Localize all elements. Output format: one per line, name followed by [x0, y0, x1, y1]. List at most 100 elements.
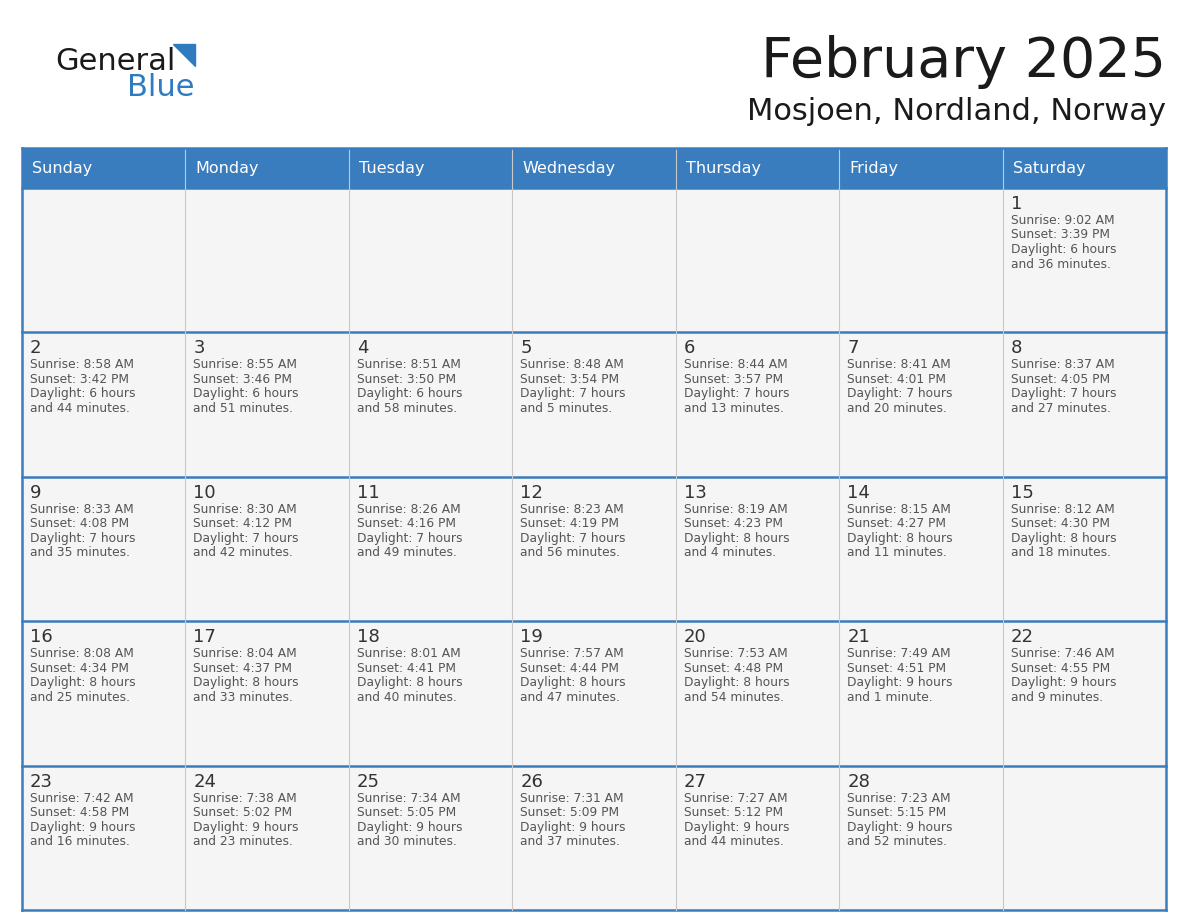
Text: Sunrise: 8:30 AM: Sunrise: 8:30 AM — [194, 503, 297, 516]
Text: 1: 1 — [1011, 195, 1022, 213]
Text: Sunrise: 8:55 AM: Sunrise: 8:55 AM — [194, 358, 297, 372]
Text: Daylight: 7 hours: Daylight: 7 hours — [847, 387, 953, 400]
Text: Sunrise: 8:23 AM: Sunrise: 8:23 AM — [520, 503, 624, 516]
Text: Daylight: 8 hours: Daylight: 8 hours — [684, 532, 789, 544]
Text: General: General — [55, 48, 176, 76]
Text: and 23 minutes.: and 23 minutes. — [194, 835, 293, 848]
Text: Sunset: 5:05 PM: Sunset: 5:05 PM — [356, 806, 456, 819]
Text: Daylight: 6 hours: Daylight: 6 hours — [194, 387, 299, 400]
Text: Daylight: 7 hours: Daylight: 7 hours — [30, 532, 135, 544]
Text: Sunset: 4:16 PM: Sunset: 4:16 PM — [356, 518, 456, 531]
Text: and 13 minutes.: and 13 minutes. — [684, 402, 784, 415]
Text: and 47 minutes.: and 47 minutes. — [520, 690, 620, 704]
Text: 21: 21 — [847, 628, 870, 646]
Text: 18: 18 — [356, 628, 380, 646]
Text: and 18 minutes.: and 18 minutes. — [1011, 546, 1111, 559]
Text: and 49 minutes.: and 49 minutes. — [356, 546, 456, 559]
Text: Sunset: 4:48 PM: Sunset: 4:48 PM — [684, 662, 783, 675]
Text: and 37 minutes.: and 37 minutes. — [520, 835, 620, 848]
Text: 2: 2 — [30, 340, 42, 357]
Text: 28: 28 — [847, 773, 870, 790]
Text: and 35 minutes.: and 35 minutes. — [30, 546, 129, 559]
Text: 14: 14 — [847, 484, 870, 502]
Text: Sunrise: 8:51 AM: Sunrise: 8:51 AM — [356, 358, 461, 372]
Text: and 20 minutes.: and 20 minutes. — [847, 402, 947, 415]
Text: Sunset: 4:44 PM: Sunset: 4:44 PM — [520, 662, 619, 675]
Text: February 2025: February 2025 — [762, 35, 1165, 89]
Text: Sunrise: 8:48 AM: Sunrise: 8:48 AM — [520, 358, 624, 372]
Text: Sunset: 4:51 PM: Sunset: 4:51 PM — [847, 662, 947, 675]
Text: 22: 22 — [1011, 628, 1034, 646]
Text: Sunset: 3:54 PM: Sunset: 3:54 PM — [520, 373, 619, 386]
Text: Sunrise: 7:31 AM: Sunrise: 7:31 AM — [520, 791, 624, 804]
Text: 11: 11 — [356, 484, 380, 502]
Text: Daylight: 9 hours: Daylight: 9 hours — [356, 821, 462, 834]
Text: Sunrise: 8:44 AM: Sunrise: 8:44 AM — [684, 358, 788, 372]
Text: Friday: Friday — [849, 161, 898, 175]
Text: Sunrise: 7:38 AM: Sunrise: 7:38 AM — [194, 791, 297, 804]
Text: Sunrise: 7:46 AM: Sunrise: 7:46 AM — [1011, 647, 1114, 660]
Text: Daylight: 8 hours: Daylight: 8 hours — [520, 677, 626, 689]
Text: Sunrise: 8:58 AM: Sunrise: 8:58 AM — [30, 358, 134, 372]
Text: Daylight: 7 hours: Daylight: 7 hours — [1011, 387, 1116, 400]
Text: and 40 minutes.: and 40 minutes. — [356, 690, 456, 704]
Text: and 42 minutes.: and 42 minutes. — [194, 546, 293, 559]
Text: 25: 25 — [356, 773, 380, 790]
Text: Daylight: 6 hours: Daylight: 6 hours — [30, 387, 135, 400]
Text: Sunset: 3:50 PM: Sunset: 3:50 PM — [356, 373, 456, 386]
Text: 13: 13 — [684, 484, 707, 502]
Text: 10: 10 — [194, 484, 216, 502]
Text: Sunset: 4:55 PM: Sunset: 4:55 PM — [1011, 662, 1110, 675]
Text: and 36 minutes.: and 36 minutes. — [1011, 258, 1111, 271]
Text: Sunrise: 7:27 AM: Sunrise: 7:27 AM — [684, 791, 788, 804]
Text: Sunrise: 8:26 AM: Sunrise: 8:26 AM — [356, 503, 461, 516]
Text: and 11 minutes.: and 11 minutes. — [847, 546, 947, 559]
Text: and 44 minutes.: and 44 minutes. — [30, 402, 129, 415]
Text: Daylight: 7 hours: Daylight: 7 hours — [520, 532, 626, 544]
Text: Daylight: 9 hours: Daylight: 9 hours — [194, 821, 299, 834]
Text: Sunrise: 7:23 AM: Sunrise: 7:23 AM — [847, 791, 950, 804]
Text: Daylight: 8 hours: Daylight: 8 hours — [847, 532, 953, 544]
Text: and 58 minutes.: and 58 minutes. — [356, 402, 457, 415]
Text: Sunset: 4:41 PM: Sunset: 4:41 PM — [356, 662, 456, 675]
Text: Daylight: 7 hours: Daylight: 7 hours — [356, 532, 462, 544]
Text: Sunrise: 8:01 AM: Sunrise: 8:01 AM — [356, 647, 461, 660]
Text: Sunrise: 8:37 AM: Sunrise: 8:37 AM — [1011, 358, 1114, 372]
Text: and 44 minutes.: and 44 minutes. — [684, 835, 784, 848]
Text: Sunrise: 7:57 AM: Sunrise: 7:57 AM — [520, 647, 624, 660]
Bar — [23, 476, 1165, 621]
Text: Daylight: 9 hours: Daylight: 9 hours — [30, 821, 135, 834]
Bar — [23, 766, 1165, 910]
Text: 23: 23 — [30, 773, 53, 790]
Text: Daylight: 7 hours: Daylight: 7 hours — [520, 387, 626, 400]
Text: Sunset: 4:27 PM: Sunset: 4:27 PM — [847, 518, 946, 531]
Text: Wednesday: Wednesday — [523, 161, 615, 175]
Text: Sunrise: 8:19 AM: Sunrise: 8:19 AM — [684, 503, 788, 516]
Text: and 33 minutes.: and 33 minutes. — [194, 690, 293, 704]
Text: Sunrise: 8:41 AM: Sunrise: 8:41 AM — [847, 358, 950, 372]
Text: Sunset: 4:58 PM: Sunset: 4:58 PM — [30, 806, 129, 819]
Text: Blue: Blue — [127, 73, 195, 103]
Text: Daylight: 9 hours: Daylight: 9 hours — [1011, 677, 1116, 689]
Text: 6: 6 — [684, 340, 695, 357]
Text: and 27 minutes.: and 27 minutes. — [1011, 402, 1111, 415]
Text: Sunset: 4:30 PM: Sunset: 4:30 PM — [1011, 518, 1110, 531]
Text: Daylight: 8 hours: Daylight: 8 hours — [356, 677, 462, 689]
Text: Sunday: Sunday — [32, 161, 93, 175]
Text: 24: 24 — [194, 773, 216, 790]
Text: Saturday: Saturday — [1012, 161, 1085, 175]
Text: and 52 minutes.: and 52 minutes. — [847, 835, 947, 848]
Text: 15: 15 — [1011, 484, 1034, 502]
Text: Daylight: 9 hours: Daylight: 9 hours — [847, 821, 953, 834]
Text: 26: 26 — [520, 773, 543, 790]
Polygon shape — [173, 44, 195, 66]
Text: Sunrise: 8:33 AM: Sunrise: 8:33 AM — [30, 503, 134, 516]
Text: Sunset: 3:42 PM: Sunset: 3:42 PM — [30, 373, 129, 386]
Text: Sunset: 3:57 PM: Sunset: 3:57 PM — [684, 373, 783, 386]
Text: 17: 17 — [194, 628, 216, 646]
Text: Daylight: 9 hours: Daylight: 9 hours — [847, 677, 953, 689]
Text: 8: 8 — [1011, 340, 1022, 357]
Text: and 30 minutes.: and 30 minutes. — [356, 835, 456, 848]
Text: and 16 minutes.: and 16 minutes. — [30, 835, 129, 848]
Text: Daylight: 7 hours: Daylight: 7 hours — [684, 387, 789, 400]
